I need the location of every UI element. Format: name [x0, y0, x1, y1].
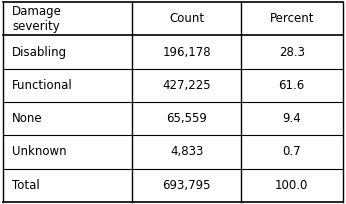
Text: 61.6: 61.6 [279, 79, 305, 92]
Text: Disabling: Disabling [12, 45, 67, 59]
Text: Damage
severity: Damage severity [12, 5, 62, 33]
Text: 28.3: 28.3 [279, 45, 305, 59]
Text: 4,833: 4,833 [170, 145, 203, 159]
Text: 0.7: 0.7 [282, 145, 301, 159]
Text: Unknown: Unknown [12, 145, 67, 159]
Text: None: None [12, 112, 43, 125]
Text: 693,795: 693,795 [162, 179, 211, 192]
Text: 9.4: 9.4 [282, 112, 301, 125]
Text: Functional: Functional [12, 79, 73, 92]
Text: Total: Total [12, 179, 40, 192]
Text: 65,559: 65,559 [166, 112, 207, 125]
Text: Percent: Percent [270, 12, 314, 25]
Text: 196,178: 196,178 [162, 45, 211, 59]
Text: 427,225: 427,225 [162, 79, 211, 92]
Text: Count: Count [169, 12, 204, 25]
Text: 100.0: 100.0 [275, 179, 308, 192]
